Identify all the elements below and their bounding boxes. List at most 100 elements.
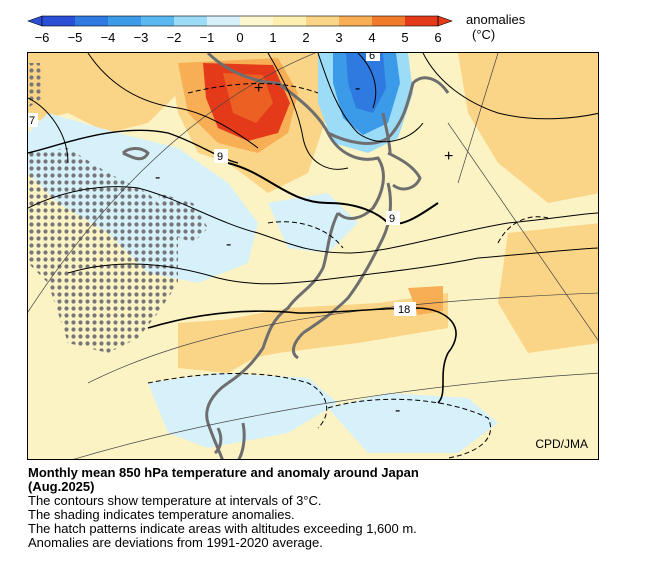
contour-9-east [227, 162, 439, 225]
graticule-meridian-northeast [457, 53, 499, 184]
contour-label-box [394, 302, 416, 316]
coastline-lake [121, 147, 150, 161]
zero-line-center [267, 221, 344, 249]
coastline-kyushu [291, 331, 305, 360]
graticule-circle-inner [87, 292, 598, 384]
contour-15 [67, 247, 598, 285]
contour-12 [28, 186, 598, 254]
caption-line-contours: The contours show temperature at interva… [28, 493, 322, 508]
colorbar-cell [75, 16, 109, 26]
caption-line-baseline: Anomalies are deviations from 1991-2020 … [28, 535, 323, 550]
altitude-hatching [28, 63, 208, 353]
anomaly-marker-group: + + - - - - [155, 80, 453, 419]
warm-region-west [28, 53, 178, 133]
coastline-korea [227, 212, 340, 385]
hatch-mongolia [158, 193, 208, 243]
coastline-continent [326, 132, 385, 220]
coastline-taiwan [213, 427, 223, 455]
graticule-circle-south [73, 372, 598, 459]
caption-period: (Aug.2025) [28, 479, 95, 494]
colorbar-cell [108, 16, 142, 26]
anomaly-colorbar: −6 −5 −4 −3 −2 −1 0 1 2 3 4 5 6 [27, 15, 453, 45]
colorbar-cell [141, 16, 175, 26]
minus-marker-west: - [155, 169, 160, 186]
contour-label-6: 6 [369, 53, 375, 62]
coastline-hokkaido [387, 151, 422, 191]
colorbar-cell [405, 16, 439, 26]
colorbar-tick-label: −4 [101, 30, 116, 45]
caption-line-shading: The shading indicates temperature anomal… [28, 507, 295, 522]
colorbar-arrow-low [27, 15, 43, 27]
contour-label-9-west: 9 [217, 151, 223, 163]
cold-region-inner [346, 53, 386, 113]
figure-caption: Monthly mean 850 hPa temperature and ano… [28, 466, 628, 550]
warm-region-east [498, 223, 598, 353]
colorbar-tick-label: −3 [134, 30, 149, 45]
colorbar-cell [372, 16, 406, 26]
warm-band-south [208, 293, 448, 363]
plus-marker-northeast: + [444, 148, 453, 165]
caption-title: Monthly mean 850 hPa temperature and ano… [28, 465, 419, 480]
contour-label-box [386, 211, 400, 225]
coastline-philippines [237, 422, 246, 459]
zero-line-north [187, 83, 319, 94]
contour-label-group: 9 9 18 6 7 [28, 53, 416, 316]
zero-line-southeast [327, 398, 491, 459]
contour-label-18: 18 [398, 304, 410, 316]
colorbar-tick-label: 1 [269, 30, 276, 45]
colorbar-cell [273, 16, 307, 26]
contour-label-box [214, 149, 228, 163]
zero-line-southwest [147, 373, 328, 429]
anomaly-map: 9 9 18 6 7 + + - - - - CPD/JMA [27, 52, 599, 460]
colorbar-cell [42, 16, 76, 26]
minus-marker-north: - [355, 80, 360, 97]
contour-northeast [422, 53, 598, 120]
contour-nested [357, 53, 377, 109]
colorbar-label-anomalies: anomalies [466, 12, 526, 27]
coastline-sakhalin [381, 112, 392, 154]
graticule-meridian-east [447, 122, 598, 341]
colorbar-cell [240, 16, 274, 26]
cool-region-south [148, 373, 338, 448]
warm-region-northeast [458, 53, 598, 203]
colorbar-tick-label: 6 [434, 30, 441, 45]
hatch-west-edge [28, 63, 42, 108]
colorbar-unit-label: anomalies (°C) [466, 12, 525, 42]
warm-patch-china [178, 318, 263, 373]
contour-north-1 [87, 53, 259, 149]
contour-label-box [366, 53, 380, 61]
colorbar-arrow-high [437, 15, 453, 27]
colorbar-cell [306, 16, 340, 26]
contour-label-7: 7 [29, 115, 35, 127]
colorbar-tick-label: 2 [302, 30, 309, 45]
colorbar-tick-label: 0 [236, 30, 243, 45]
contour-label-box [28, 113, 38, 127]
contour-north-2 [267, 53, 349, 170]
colorbar-outline [41, 15, 439, 27]
colorbar-tick-label: −5 [68, 30, 83, 45]
plus-marker-north: + [254, 80, 263, 97]
contour-northwest [28, 97, 69, 164]
colorbar-cell [207, 16, 241, 26]
cool-region-center [268, 193, 358, 253]
anomaly-zero-lines [147, 83, 549, 459]
caption-line-hatch: The hatch patterns indicate areas with a… [28, 521, 417, 536]
graticule [28, 53, 598, 459]
minus-marker-center: - [226, 236, 231, 253]
colorbar-cell [174, 16, 208, 26]
colorbar-cell [339, 16, 373, 26]
contour-north-3 [317, 53, 424, 143]
colorbar-tick-label: 4 [368, 30, 375, 45]
map-credit: CPD/JMA [535, 437, 588, 451]
graticule-circle-outer [28, 53, 317, 313]
contour-label-9-east: 9 [389, 213, 395, 225]
hatch-tibet [28, 148, 178, 353]
coastline-north [206, 53, 450, 145]
hot-region-inner [223, 73, 273, 123]
colorbar-tick-label: 5 [401, 30, 408, 45]
colorbar-tick-label: −1 [200, 30, 215, 45]
colorbar-tick-label: −6 [35, 30, 50, 45]
colorbar-tick-label: 3 [335, 30, 342, 45]
colorbar-label-unit: (°C) [472, 27, 496, 42]
minus-marker-southeast: - [395, 402, 400, 419]
